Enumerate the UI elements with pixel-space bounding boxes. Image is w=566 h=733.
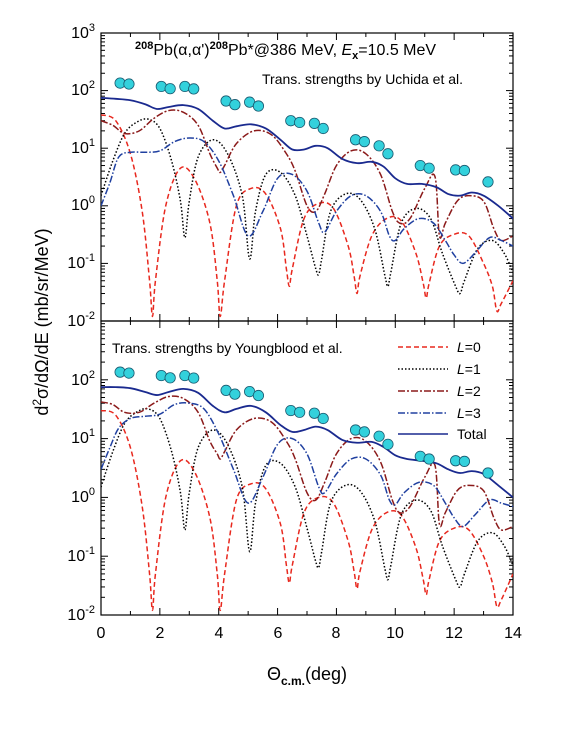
legend-label-total: Total [457, 426, 487, 442]
data-point [164, 83, 176, 95]
top-panel-annotation: Trans. strengths by Uchida et al. [262, 71, 463, 87]
data-point [373, 140, 385, 152]
top-panel-points [114, 77, 494, 188]
ytick-label: 100 [71, 194, 95, 214]
x-axis-title: Θc.m.(deg) [267, 664, 347, 688]
data-point [252, 389, 265, 402]
data-point [382, 438, 394, 450]
ytick-label: 102 [71, 79, 95, 99]
ytick-label: 100 [71, 486, 95, 506]
data-point [317, 122, 329, 135]
data-point [382, 148, 394, 160]
bottom-ytick-labels: 10-2 10-1 100 101 102 [67, 369, 95, 624]
legend-label-l1: L=1 [457, 361, 481, 377]
data-point [229, 388, 241, 400]
bottom-panel-annotation: Trans. strengths by Youngblood et al. [112, 340, 343, 356]
series-line-total [101, 386, 513, 499]
data-point [317, 412, 329, 425]
series-line-total [101, 96, 513, 220]
series-line-l2 [101, 109, 513, 242]
data-point [373, 430, 385, 442]
data-point [294, 406, 306, 418]
data-point [294, 116, 306, 129]
data-point [358, 426, 370, 438]
data-point [123, 367, 135, 379]
xtick-label: 10 [386, 625, 404, 642]
data-point [458, 164, 471, 177]
data-point [482, 467, 494, 479]
bottom-panel-series [101, 386, 513, 612]
data-point [423, 162, 435, 174]
top-panel-title: 208Pb(α,α')208Pb*@386 MeV, Ex=10.5 MeV [135, 40, 436, 62]
data-point [188, 83, 200, 95]
series-line-l3 [101, 402, 513, 528]
ytick-label: 10-2 [67, 604, 95, 624]
data-point [308, 117, 320, 129]
top-ytick-labels: 10-2 10-1 100 101 102 103 [67, 22, 95, 330]
series-line-l0 [101, 409, 513, 612]
ytick-label: 10-2 [67, 310, 95, 330]
legend-label-l2: L=2 [457, 383, 481, 399]
ytick-label: 101 [71, 137, 95, 157]
data-point [482, 176, 494, 188]
xtick-label: 6 [274, 625, 283, 642]
ytick-label: 103 [71, 22, 95, 42]
ytick-label: 10-1 [67, 252, 95, 272]
ytick-label: 10-1 [67, 545, 95, 565]
data-point [252, 100, 265, 112]
data-point [188, 372, 200, 384]
xtick-labels: 0 2 4 6 8 10 12 14 [97, 625, 522, 642]
xtick-label: 4 [215, 625, 224, 642]
y-axis-title: d2σ/dΩ/dE (mb/sr/MeV) [30, 228, 52, 415]
data-point [458, 455, 471, 467]
ytick-label: 101 [71, 427, 95, 447]
legend-label-l0: L=0 [457, 339, 481, 355]
series-line-l3 [101, 137, 513, 265]
xtick-label: 2 [156, 625, 165, 642]
xtick-label: 0 [97, 625, 106, 642]
series-line-l0 [101, 114, 513, 318]
bottom-panel-frame [100, 320, 514, 616]
xtick-label: 8 [332, 625, 341, 642]
data-point [123, 78, 135, 90]
bottom-panel-points [114, 366, 494, 479]
xtick-label: 12 [445, 625, 463, 642]
data-point [229, 99, 241, 111]
legend-label-l3: L=3 [457, 405, 481, 421]
xtick-label: 14 [504, 625, 522, 642]
data-point [423, 453, 435, 465]
series-line-l1 [101, 118, 513, 295]
bottom-panel-ticks [100, 320, 514, 616]
top-panel-series [101, 96, 513, 318]
top-panel-ticks [100, 32, 514, 322]
series-line-l1 [101, 407, 513, 588]
ytick-label: 102 [71, 369, 95, 389]
data-point [358, 136, 370, 148]
legend: L=0 L=1 L=2 L=3 Total [398, 339, 487, 442]
series-line-l2 [101, 395, 513, 531]
data-point [308, 407, 320, 419]
data-point [164, 372, 176, 384]
